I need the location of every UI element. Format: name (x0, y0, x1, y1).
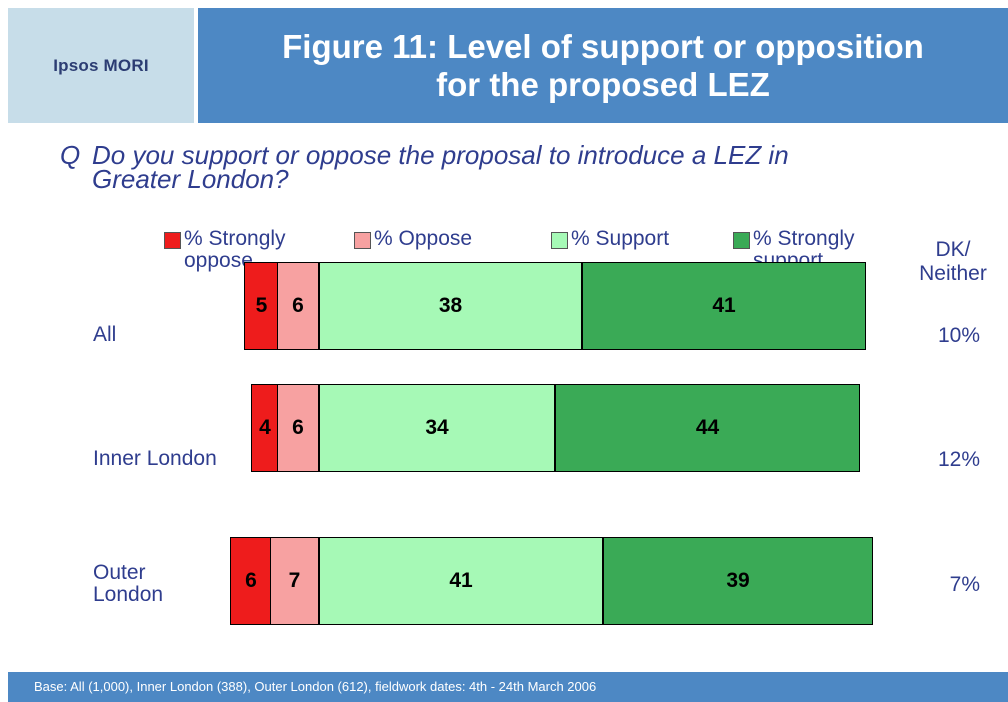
legend-label-oppose: % Oppose (374, 227, 473, 250)
bar-value-label: 6 (292, 294, 304, 317)
bar-all-oppose: 6 (277, 262, 319, 350)
bar-value-label: 7 (288, 569, 301, 592)
bar-outer-london-support: 41 (319, 537, 603, 625)
title-line-2: for the proposed LEZ (436, 65, 770, 103)
row-label-all: All (93, 323, 117, 346)
bar-outer-london-strongly-oppose: 6 (230, 537, 272, 625)
row-label-inner-london: Inner London (93, 447, 217, 470)
dk-header-line-1: DK/ (935, 238, 971, 261)
bar-value-label: 6 (245, 569, 257, 592)
bar-value-label: 41 (449, 569, 473, 592)
logo-panel: Ipsos MORI (8, 8, 194, 123)
legend-swatch-strongly-oppose (164, 232, 181, 249)
dk-value-inner-london: 12% (937, 448, 980, 471)
base-footnote: Base: All (1,000), Inner London (388), O… (8, 672, 1008, 702)
bar-all-strongly-oppose: 5 (244, 262, 279, 350)
question-text-line-2: Greater London? (92, 164, 289, 194)
page-title: Figure 11: Level of support or oppositio… (198, 8, 1008, 123)
bar-value-label: 6 (292, 416, 304, 439)
legend-swatch-strongly-support (733, 232, 750, 249)
bar-value-label: 39 (726, 569, 750, 592)
dk-header-line-2: Neither (919, 262, 987, 285)
bar-value-label: 38 (438, 294, 463, 317)
legend-swatch-support (551, 232, 568, 249)
legend-label-strongly-oppose: % Strongly oppose (184, 227, 286, 272)
bar-all-strongly-support: 41 (582, 262, 866, 350)
bar-inner-london-strongly-oppose: 4 (251, 384, 279, 472)
bar-value-label: 34 (425, 416, 449, 439)
question-text-line-1: Do you support or oppose the proposal to… (92, 140, 789, 170)
row-label-outer-london: Outer London (93, 561, 164, 606)
dk-value-outer-london: 7% (949, 573, 980, 596)
bar-outer-london-oppose: 7 (270, 537, 319, 625)
bar-inner-london-oppose: 6 (277, 384, 319, 472)
question-marker: Q (60, 140, 81, 170)
title-line-1: Figure 11: Level of support or oppositio… (282, 27, 924, 65)
bar-value-label: 44 (695, 416, 720, 439)
dk-value-all: 10% (937, 324, 980, 347)
bar-inner-london-support: 34 (319, 384, 555, 472)
legend-swatch-oppose (354, 232, 371, 249)
legend-label-support: % Support (571, 227, 670, 250)
bar-outer-london-strongly-support: 39 (603, 537, 873, 625)
bar-value-label: 5 (255, 294, 268, 317)
bar-value-label: 4 (259, 416, 271, 439)
bar-all-support: 38 (319, 262, 582, 350)
dk-neither-header: DK/ Neither (918, 238, 988, 286)
ipsos-mori-logo: Ipsos MORI (53, 55, 149, 75)
bar-inner-london-strongly-support: 44 (555, 384, 860, 472)
bar-value-label: 41 (712, 294, 736, 317)
